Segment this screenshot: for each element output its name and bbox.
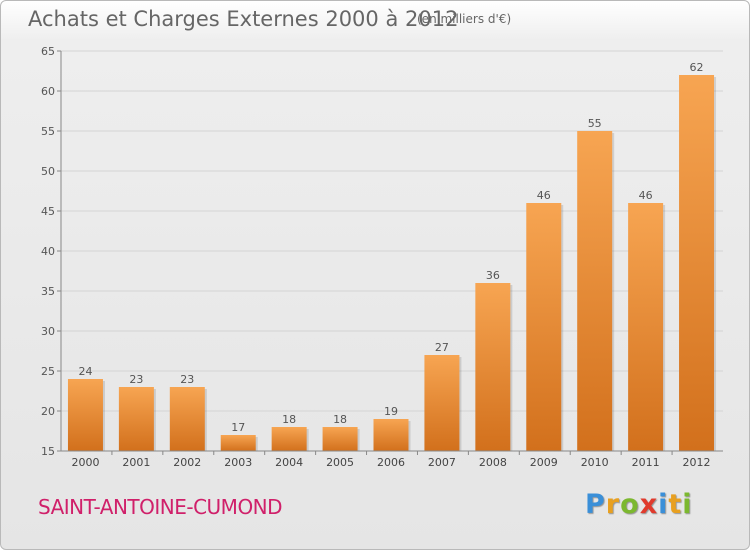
- bar-value-label: 19: [384, 405, 398, 418]
- bar: [424, 355, 460, 451]
- y-tick-label: 20: [41, 405, 55, 418]
- bars: [67, 75, 717, 451]
- x-tick-label: 2003: [224, 456, 252, 469]
- bar-value-label: 18: [282, 413, 296, 426]
- bar: [220, 435, 256, 451]
- bar: [118, 387, 154, 451]
- x-tick-label: 2009: [530, 456, 558, 469]
- x-tick-label: 2002: [173, 456, 201, 469]
- bar-value-label: 17: [231, 421, 245, 434]
- bar-value-label: 23: [129, 373, 143, 386]
- y-tick-label: 35: [41, 285, 55, 298]
- bar-value-label: 27: [435, 341, 449, 354]
- y-tick-label: 40: [41, 245, 55, 258]
- x-tick-label: 2008: [479, 456, 507, 469]
- x-tick-label: 2005: [326, 456, 354, 469]
- bar: [475, 283, 511, 451]
- logo-letter: r: [605, 489, 621, 520]
- y-tick-label: 65: [41, 45, 55, 58]
- axes: 15 20 25 30 35 40 45 50 55 60 65 2000 2001 2002 2003 20…: [41, 45, 723, 469]
- x-tick-label: 2004: [275, 456, 303, 469]
- commune-name: SAINT-ANTOINE-CUMOND: [38, 495, 283, 519]
- bar-value-label: 62: [690, 61, 704, 74]
- bar-value-label: 24: [78, 365, 92, 378]
- bar-value-label: 55: [588, 117, 602, 130]
- bar-value-label: 36: [486, 269, 500, 282]
- y-tick-label: 60: [41, 85, 55, 98]
- bar: [373, 419, 409, 451]
- bar-value-label: 46: [537, 189, 551, 202]
- y-tick-label: 25: [41, 365, 55, 378]
- x-tick-label: 2010: [581, 456, 609, 469]
- grid: [61, 50, 723, 412]
- bar: [169, 387, 205, 451]
- logo-letter: i: [658, 489, 669, 520]
- x-tick-label: 2011: [632, 456, 660, 469]
- x-tick-label: 2001: [122, 456, 150, 469]
- bar-value-label: 46: [639, 189, 653, 202]
- bar-value-label: 18: [333, 413, 347, 426]
- bar: [271, 427, 307, 451]
- bar: [679, 75, 715, 451]
- x-tick-label: 2006: [377, 456, 405, 469]
- x-tick-label: 2000: [71, 456, 99, 469]
- y-tick-label: 30: [41, 325, 55, 338]
- y-tick-label: 55: [41, 125, 55, 138]
- bar: [628, 203, 664, 451]
- bar: [322, 427, 358, 451]
- logo-letter: x: [639, 489, 659, 520]
- bar-value-label: 23: [180, 373, 194, 386]
- x-tick-label: 2007: [428, 456, 456, 469]
- proxiti-logo: Proxiti: [585, 489, 693, 520]
- logo-letter: P: [585, 489, 606, 520]
- logo-letter: o: [620, 489, 640, 520]
- bar: [577, 131, 613, 451]
- bar: [526, 203, 562, 451]
- y-tick-label: 45: [41, 205, 55, 218]
- x-tick-label: 2012: [683, 456, 711, 469]
- bar: [67, 379, 103, 451]
- chart-unit: (en milliers d'€): [417, 12, 512, 26]
- chart-title: Achats et Charges Externes 2000 à 2012: [28, 7, 459, 31]
- logo-letter: i: [682, 489, 693, 520]
- value-labels: 24 23 23 17 18 18 19 27 36 46 55 46 62: [78, 61, 703, 434]
- y-tick-label: 50: [41, 165, 55, 178]
- logo-letter: t: [668, 489, 683, 520]
- y-tick-label: 15: [41, 445, 55, 458]
